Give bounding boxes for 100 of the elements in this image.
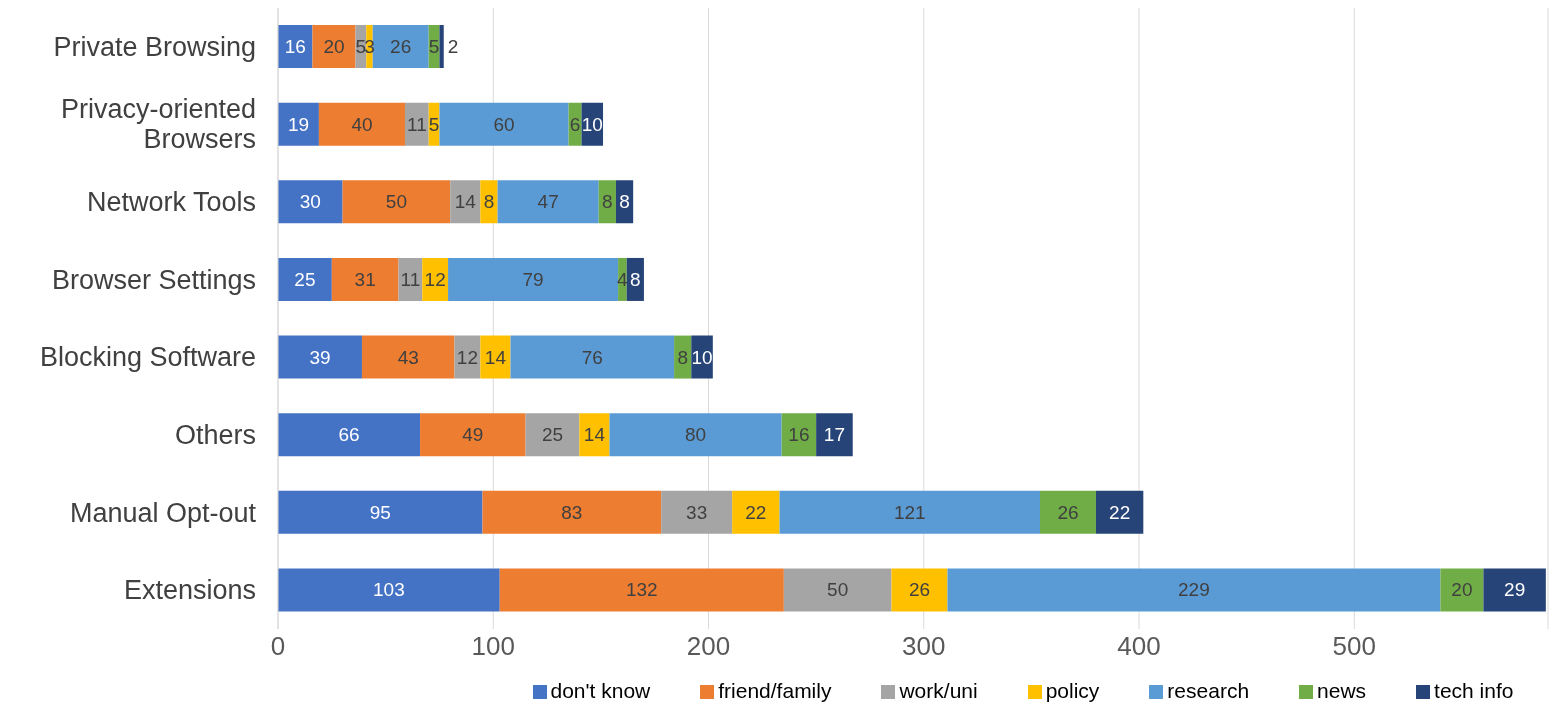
data-label: 26 [1057, 501, 1079, 523]
data-label: 43 [397, 346, 419, 368]
data-label: 29 [1504, 579, 1526, 601]
data-label: 14 [454, 191, 477, 213]
x-tick-label: 200 [686, 631, 731, 662]
bar [331, 257, 399, 301]
bar [372, 25, 429, 69]
bar [361, 335, 455, 379]
bar [947, 568, 1441, 612]
y-tick-label: Blocking Software [39, 342, 256, 373]
data-label: 20 [1451, 579, 1473, 601]
y-tick-label: Privacy-oriented Browsers [60, 94, 256, 155]
x-tick-label: 0 [270, 631, 286, 662]
data-label: 50 [385, 191, 407, 213]
bar [342, 180, 451, 224]
data-label: 76 [581, 346, 603, 368]
data-label: 80 [685, 424, 707, 446]
data-label: 10 [581, 113, 603, 135]
data-label: 14 [484, 346, 507, 368]
bar [609, 413, 782, 457]
bar [312, 25, 356, 69]
data-label: 79 [522, 268, 544, 290]
data-label: 11 [406, 113, 427, 135]
bar [783, 568, 892, 612]
y-tick-label: Others [174, 419, 256, 450]
x-tick-label: 100 [471, 631, 515, 662]
bar [278, 568, 500, 612]
legend-label: research [1167, 679, 1250, 702]
data-label: 25 [541, 424, 564, 446]
data-label: 6 [569, 113, 581, 135]
data-label: 5 [428, 36, 440, 58]
data-label: 50 [827, 579, 849, 601]
data-label: 95 [369, 501, 391, 523]
data-label: 49 [462, 424, 484, 446]
data-label: 8 [483, 191, 495, 213]
legend-label: work/uni [899, 679, 978, 702]
data-label: 22 [745, 501, 767, 523]
data-label: 40 [351, 113, 373, 135]
bar [661, 490, 733, 534]
y-tick-label: Extensions [123, 575, 256, 606]
legend-label: friend/family [718, 679, 832, 702]
data-label: 8 [619, 191, 630, 213]
data-label: 19 [287, 113, 310, 135]
bar [318, 102, 405, 146]
bar [732, 490, 780, 534]
data-label: 121 [893, 501, 926, 523]
data-label: 22 [1109, 501, 1131, 523]
bar [439, 102, 569, 146]
legend-label: don't know [550, 679, 651, 702]
bar [1440, 568, 1484, 612]
y-tick-label: Manual Opt-out [69, 497, 257, 528]
data-label: 11 [400, 268, 421, 290]
data-label: 16 [788, 424, 810, 446]
data-label: 20 [323, 36, 345, 58]
data-label: 25 [294, 268, 316, 290]
bar [525, 413, 580, 457]
data-label: 31 [354, 268, 376, 290]
bar [278, 180, 343, 224]
data-label: 5 [355, 36, 367, 58]
data-label: 8 [630, 268, 641, 290]
data-label: 10 [691, 346, 713, 368]
bar [439, 25, 444, 69]
data-label: 103 [373, 579, 405, 601]
legend-label: tech info [1434, 679, 1514, 702]
data-label: 16 [284, 36, 306, 58]
data-label: 66 [338, 424, 360, 446]
data-label: 8 [602, 191, 613, 213]
data-label: 14 [583, 424, 606, 446]
y-tick-label: Private Browsing [53, 31, 256, 62]
y-tick-label: Browser Settings [51, 264, 256, 295]
data-label: 12 [424, 268, 446, 290]
data-label: 132 [625, 579, 658, 601]
data-label: 26 [390, 36, 412, 58]
x-tick-label: 300 [902, 631, 946, 662]
data-label: 60 [493, 113, 515, 135]
bar [448, 257, 619, 301]
data-label: 83 [561, 501, 583, 523]
x-tick-label: 500 [1332, 631, 1376, 662]
legend-label: policy [1045, 679, 1100, 702]
data-label: 47 [537, 191, 559, 213]
x-tick-label: 400 [1117, 631, 1161, 662]
bar [482, 490, 662, 534]
data-label: 17 [823, 424, 845, 446]
bar [1040, 490, 1096, 534]
bar [816, 413, 853, 457]
bar [781, 413, 817, 457]
bar [510, 335, 675, 379]
bar [499, 568, 784, 612]
legend-label: news [1317, 679, 1367, 702]
bar [278, 490, 483, 534]
data-label: 2 [447, 36, 459, 58]
bar [278, 335, 362, 379]
data-label: 5 [428, 113, 440, 135]
bar [1095, 490, 1144, 534]
bar [579, 413, 610, 457]
bar [405, 102, 429, 146]
data-label: 39 [309, 346, 331, 368]
data-label: 30 [299, 191, 321, 213]
bar [278, 257, 332, 301]
bar [1483, 568, 1546, 612]
